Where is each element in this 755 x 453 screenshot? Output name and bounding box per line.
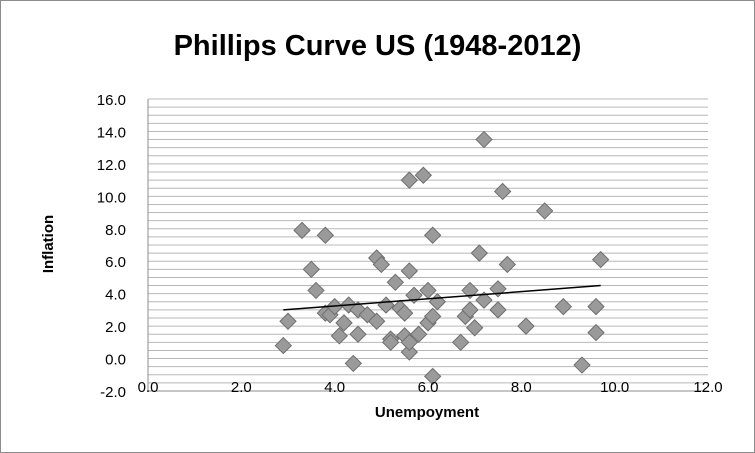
data-point <box>400 333 419 352</box>
data-point <box>377 296 395 314</box>
x-tick-label: 6.0 <box>418 379 439 396</box>
data-point <box>461 301 479 319</box>
trendline-line <box>283 284 601 311</box>
data-point <box>423 307 442 326</box>
y-tick-label: 8.0 <box>105 222 126 239</box>
data-point <box>381 333 400 352</box>
data-point <box>344 354 363 373</box>
data-points <box>274 130 610 386</box>
data-point <box>409 325 428 343</box>
data-point <box>423 226 442 244</box>
y-axis-title: Inflation <box>40 215 57 273</box>
data-point <box>302 260 321 279</box>
y-tick-label: -2.0 <box>100 384 126 401</box>
data-point <box>587 323 605 342</box>
data-point <box>372 255 391 274</box>
y-tick-label: 10.0 <box>97 189 126 206</box>
x-tick-label: 8.0 <box>511 379 532 396</box>
data-point <box>335 314 353 332</box>
data-point <box>461 281 479 300</box>
x-axis-title: Unempoyment <box>375 404 479 421</box>
data-point <box>386 273 405 292</box>
data-point <box>573 356 591 374</box>
data-point <box>274 336 293 355</box>
data-point <box>498 255 517 274</box>
data-point <box>330 327 349 345</box>
data-point <box>535 202 554 220</box>
data-point <box>293 221 311 240</box>
data-point <box>349 325 367 343</box>
data-point <box>493 182 512 201</box>
data-point <box>316 226 335 244</box>
data-point <box>470 244 489 262</box>
y-tick-label: 14.0 <box>97 124 126 141</box>
data-point <box>591 250 610 269</box>
x-tick-label: 10.0 <box>600 379 629 396</box>
data-point <box>489 301 507 319</box>
x-tick-label: 4.0 <box>324 379 345 396</box>
data-point <box>414 166 433 184</box>
y-tick-label: 6.0 <box>105 254 126 271</box>
y-tick-label: 12.0 <box>97 157 126 174</box>
data-point <box>395 304 414 322</box>
data-point <box>400 262 419 280</box>
data-point <box>400 343 419 361</box>
data-point <box>451 333 470 352</box>
data-point <box>307 281 325 300</box>
data-point <box>419 281 437 300</box>
data-point <box>423 367 442 386</box>
data-point <box>367 312 386 330</box>
grid-lines <box>148 98 708 392</box>
data-point <box>465 319 484 337</box>
data-point <box>475 291 493 309</box>
y-tick-label: 2.0 <box>105 319 126 336</box>
tick-labels: 16.0 14.0 12.0 10.0 8.0 6.0 4.0 2.0 0.0 -2.0 0.0 2.… <box>97 92 723 401</box>
data-point <box>587 297 605 316</box>
chart-title: Phillips Curve US (1948-2012) <box>173 30 582 62</box>
data-point <box>517 317 535 335</box>
data-point <box>400 171 419 189</box>
y-tick-label: 16.0 <box>97 92 126 109</box>
y-tick-label: 0.0 <box>105 352 126 369</box>
axes <box>147 99 708 392</box>
data-point <box>428 293 447 311</box>
x-tick-label: 2.0 <box>231 379 252 396</box>
x-tick-label: 0.0 <box>138 379 159 396</box>
data-point <box>554 297 573 316</box>
trendline <box>283 284 601 311</box>
x-tick-label: 12.0 <box>693 379 722 396</box>
data-point <box>475 130 493 149</box>
data-point <box>279 312 297 330</box>
y-tick-label: 4.0 <box>105 287 126 304</box>
